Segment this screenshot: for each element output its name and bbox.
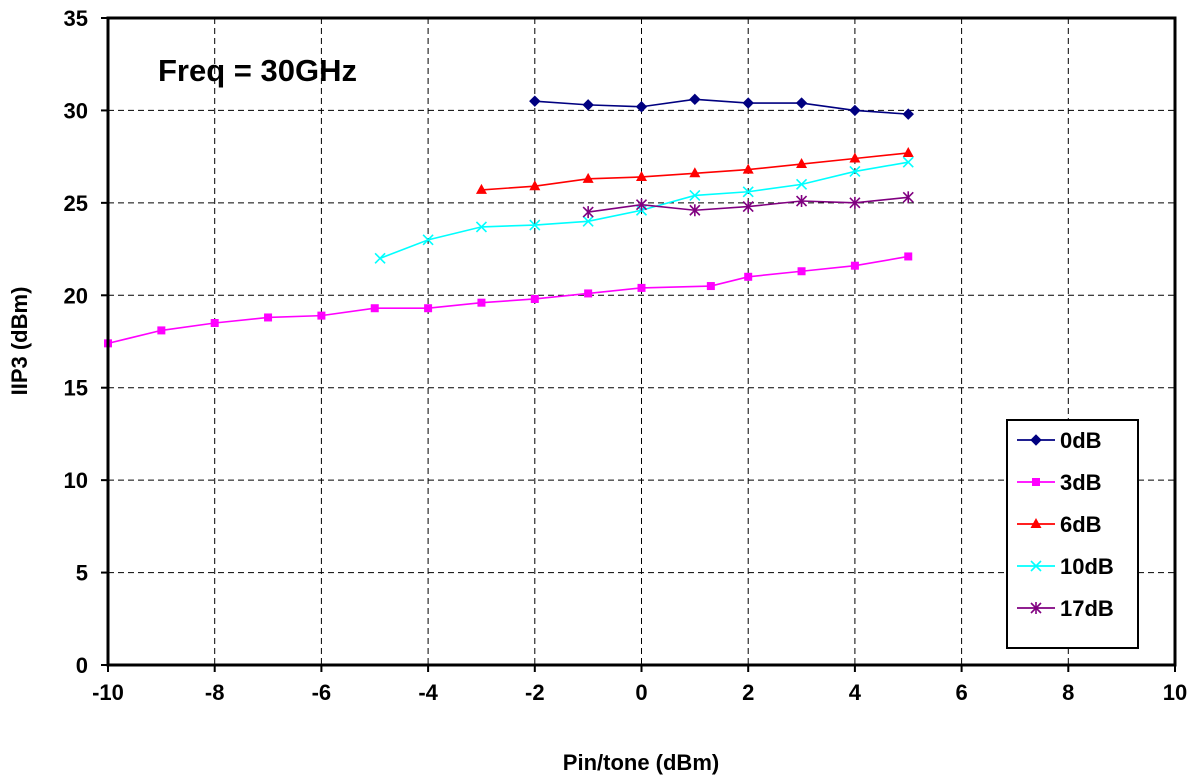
- data-point: [742, 163, 754, 174]
- data-point: [422, 234, 434, 246]
- x-tick-labels: -10 -8 -6 -4 -2 0 2 4 6 8 10: [92, 665, 1187, 705]
- legend-item: 17dB: [1017, 596, 1114, 621]
- x-tick-label: 6: [955, 680, 967, 705]
- data-point: [317, 311, 326, 320]
- legend-item: 0dB: [1017, 428, 1102, 453]
- data-point: [1030, 560, 1042, 572]
- series-layer: [104, 93, 914, 348]
- y-axis-title: IIP3 (dBm): [7, 287, 32, 396]
- data-point: [689, 93, 701, 106]
- legend-box: [1006, 419, 1139, 649]
- data-point: [157, 326, 166, 335]
- data-point: [370, 304, 379, 313]
- y-tick-label: 20: [64, 283, 88, 308]
- data-point: [210, 319, 219, 328]
- data-point: [1030, 434, 1042, 446]
- legend-label: 17dB: [1060, 596, 1114, 621]
- data-point: [849, 104, 861, 117]
- data-point: [796, 158, 808, 169]
- legend-label: 6dB: [1060, 512, 1102, 537]
- data-point: [849, 152, 861, 163]
- data-point: [742, 186, 754, 198]
- data-point: [264, 313, 273, 322]
- data-point: [475, 183, 487, 194]
- series-line: [534, 98, 909, 115]
- data-point: [795, 178, 808, 190]
- x-tick-label: 4: [849, 680, 862, 705]
- data-point: [582, 99, 594, 111]
- y-tick-label: 15: [64, 376, 88, 401]
- legend-item: 3dB: [1017, 470, 1102, 495]
- x-tick-label: 8: [1062, 680, 1074, 705]
- data-point: [635, 198, 648, 211]
- data-point: [374, 252, 386, 264]
- data-point: [689, 204, 701, 217]
- y-tick-label: 0: [76, 653, 88, 678]
- data-point: [582, 206, 594, 219]
- data-point: [850, 261, 859, 270]
- legend-item: 10dB: [1017, 554, 1114, 579]
- series-6dB: [475, 146, 914, 194]
- data-point: [1030, 602, 1042, 614]
- x-tick-label: 0: [635, 680, 647, 705]
- data-point: [797, 267, 806, 276]
- legend: 0dB 3dB 6dB 10dB 17dB: [1006, 419, 1139, 649]
- data-point: [904, 252, 913, 261]
- data-point: [582, 172, 594, 183]
- data-point: [849, 165, 861, 177]
- data-point: [744, 272, 753, 281]
- x-tick-label: -6: [312, 680, 332, 705]
- data-point: [424, 304, 433, 313]
- data-point: [795, 195, 808, 208]
- y-tick-labels: 0 5 10 15 20 25 30 35: [64, 6, 108, 678]
- data-point: [635, 101, 648, 113]
- x-tick-label: -10: [92, 680, 124, 705]
- legend-label: 3dB: [1060, 470, 1102, 495]
- data-point: [849, 196, 861, 209]
- data-point: [902, 108, 914, 120]
- series-17dB: [582, 191, 914, 219]
- data-point: [1032, 478, 1040, 486]
- data-point: [529, 219, 541, 231]
- legend-label: 10dB: [1060, 554, 1114, 579]
- x-tick-label: -4: [418, 680, 438, 705]
- data-point: [795, 97, 808, 109]
- data-point: [530, 294, 539, 303]
- data-point: [582, 215, 594, 227]
- data-point: [529, 180, 541, 191]
- y-tick-label: 35: [64, 6, 88, 31]
- legend-item: 6dB: [1017, 512, 1102, 537]
- series-3dB: [104, 252, 913, 348]
- data-point: [902, 156, 914, 168]
- legend-label: 0dB: [1060, 428, 1102, 453]
- data-point: [529, 95, 541, 107]
- data-point: [689, 189, 701, 202]
- chart-annotation: Freq = 30GHz: [158, 53, 357, 88]
- data-point: [637, 283, 646, 292]
- data-point: [1030, 518, 1042, 528]
- series-line: [107, 255, 909, 345]
- y-tick-label: 25: [64, 191, 88, 216]
- x-tick-label: 10: [1163, 680, 1187, 705]
- data-point: [477, 298, 486, 307]
- x-tick-label: 2: [742, 680, 754, 705]
- data-point: [742, 97, 754, 109]
- data-point: [902, 191, 914, 204]
- y-tick-label: 30: [64, 98, 88, 123]
- data-point: [584, 289, 593, 298]
- y-tick-label: 5: [76, 561, 88, 586]
- x-tick-label: -2: [525, 680, 545, 705]
- data-point: [706, 282, 715, 291]
- series-0dB: [529, 93, 914, 120]
- x-axis-title: Pin/tone (dBm): [563, 750, 719, 775]
- data-point: [902, 146, 914, 157]
- data-point: [475, 221, 488, 233]
- data-point: [636, 170, 647, 181]
- x-tick-label: -8: [205, 680, 225, 705]
- data-point: [742, 200, 754, 213]
- y-tick-label: 10: [64, 468, 88, 493]
- data-point: [689, 167, 701, 178]
